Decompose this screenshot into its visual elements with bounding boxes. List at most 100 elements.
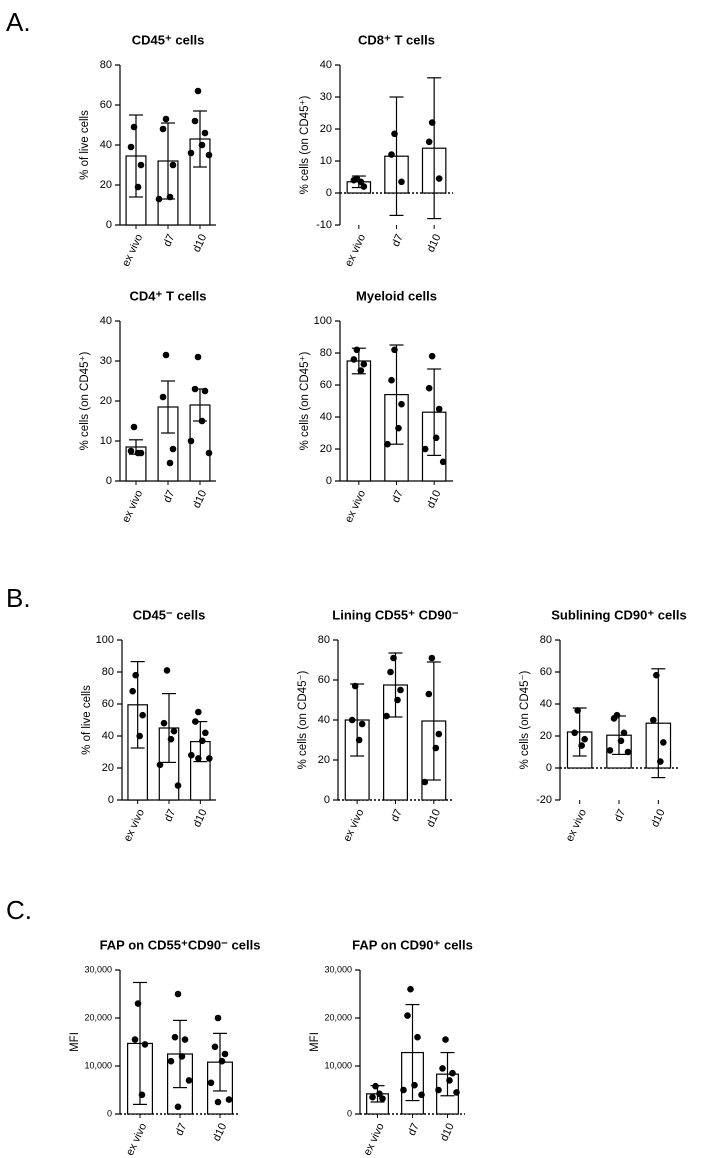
y-tick-label: 20 (100, 395, 112, 407)
x-tick-label: d7 (389, 807, 405, 823)
data-point (435, 405, 443, 413)
data-point (195, 755, 202, 762)
y-tick-label: 60 (318, 674, 330, 686)
data-point (388, 376, 395, 384)
data-point (379, 1095, 386, 1102)
data-point (425, 138, 433, 146)
data-point (571, 729, 578, 737)
data-point (442, 1036, 449, 1043)
data-point (169, 161, 177, 169)
x-tick-label: d7 (161, 488, 177, 504)
data-point (617, 737, 625, 745)
data-point (194, 353, 202, 361)
y-axis-label: % of live cells (79, 110, 91, 180)
panel-label: C. (6, 895, 32, 925)
data-point (351, 682, 359, 690)
data-point (191, 117, 199, 125)
chart-title: FAP on CD55⁺CD90⁻ cells (100, 937, 261, 952)
data-point (174, 990, 182, 998)
y-axis-label: MFI (69, 1032, 81, 1052)
y-tick-label: 100 (96, 634, 114, 646)
y-tick-label: 100 (314, 315, 332, 327)
y-tick-label: 30,000 (84, 964, 112, 974)
y-tick-label: 0 (326, 187, 332, 199)
x-tick-label: ex vivo (120, 488, 145, 524)
x-tick-label: d7 (173, 1121, 189, 1137)
data-point (169, 445, 177, 453)
data-point (187, 149, 195, 157)
data-point (138, 1091, 146, 1099)
data-point (407, 985, 414, 993)
data-point (199, 737, 206, 745)
y-tick-label: 20 (320, 123, 332, 135)
y-tick-label: -10 (316, 219, 332, 231)
data-point (137, 161, 145, 169)
chart-title: CD4⁺ T cells (130, 288, 207, 303)
data-point (192, 718, 199, 725)
data-point (201, 387, 209, 395)
data-point (171, 1033, 179, 1041)
data-point (131, 1036, 139, 1043)
bar (346, 360, 372, 482)
data-point (160, 719, 168, 727)
x-tick-label: ex vivo (343, 232, 368, 268)
x-tick-label: ex vivo (341, 807, 366, 843)
data-point (358, 720, 366, 728)
data-point (369, 1093, 376, 1101)
data-point (353, 346, 361, 354)
x-tick-label: d10 (191, 232, 210, 254)
y-axis-label: % cells (on CD45⁻) (297, 670, 309, 769)
data-point (178, 1053, 186, 1060)
data-point (418, 1091, 425, 1099)
data-point (411, 1081, 418, 1089)
y-tick-label: 60 (102, 698, 114, 710)
y-tick-label: 20 (100, 179, 112, 191)
x-tick-label: d10 (191, 807, 210, 829)
y-tick-label: 0 (107, 1108, 112, 1118)
data-point (357, 367, 365, 374)
data-point (134, 1000, 142, 1007)
y-tick-label: 0 (108, 794, 114, 806)
chart-title: Sublining CD90⁺ cells (551, 607, 686, 622)
chart-title: Myeloid cells (356, 288, 437, 303)
y-tick-label: 40 (102, 730, 114, 742)
data-point (606, 747, 614, 754)
panel-label: A. (6, 7, 31, 37)
y-tick-label: 30,000 (324, 964, 352, 974)
x-tick-label: ex vivo (120, 232, 145, 268)
data-point (390, 654, 397, 662)
y-tick-label: 10 (320, 155, 332, 167)
data-point (225, 1096, 233, 1103)
data-point (185, 1077, 193, 1084)
data-point (129, 687, 136, 695)
data-point (134, 183, 142, 191)
data-point (174, 1103, 182, 1111)
panel-label: B. (6, 583, 31, 613)
data-point (194, 87, 202, 95)
y-tick-label: 0 (106, 475, 112, 487)
chart-title: CD45⁺ cells (132, 32, 205, 47)
data-point (348, 716, 356, 724)
data-point (428, 654, 436, 662)
data-point (214, 1014, 222, 1022)
y-tick-label: 30 (320, 91, 332, 103)
x-tick-label: ex vivo (122, 807, 147, 843)
data-point (355, 736, 363, 744)
data-point (439, 1065, 446, 1072)
data-point (435, 730, 443, 738)
data-point (159, 393, 167, 401)
x-tick-label: d7 (390, 232, 406, 248)
x-tick-label: d10 (425, 488, 444, 510)
chart-title: CD8⁺ T cells (358, 32, 435, 47)
data-point (159, 125, 167, 133)
data-point (350, 176, 358, 184)
y-axis-label: % cells (on CD45⁻) (519, 670, 531, 769)
data-point (130, 423, 138, 431)
data-point (660, 739, 667, 746)
y-tick-label: 80 (318, 634, 330, 646)
data-point (425, 384, 433, 392)
data-point (439, 458, 447, 466)
data-point (414, 1033, 421, 1041)
y-tick-label: 0 (106, 219, 112, 231)
y-tick-label: 20,000 (324, 1012, 352, 1022)
